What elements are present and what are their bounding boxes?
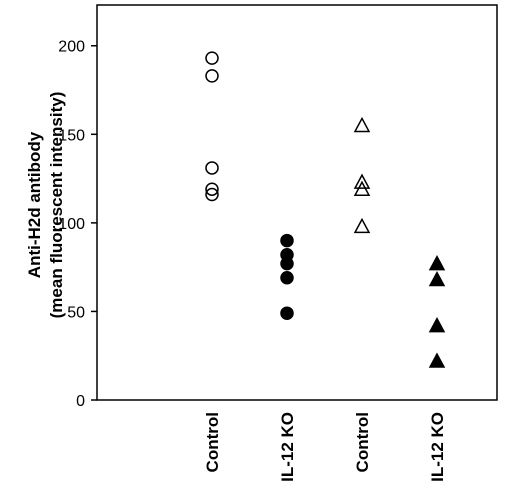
data-point: [428, 352, 446, 368]
data-point: [428, 270, 446, 287]
y-tick-label: 0: [76, 393, 85, 410]
data-point: [280, 256, 294, 271]
data-point: [280, 271, 294, 285]
x-tick-label: Control: [203, 412, 222, 472]
data-point: [205, 187, 219, 202]
data-point: [353, 116, 371, 133]
x-tick-label: IL-12 KO: [428, 412, 447, 482]
x-tick-label: Control: [353, 412, 372, 472]
data-point: [428, 255, 446, 271]
data-point: [353, 173, 371, 189]
y-tick-label: 200: [58, 39, 85, 56]
y-axis-label: Anti-H2d antibody: [25, 131, 44, 278]
data-point: [428, 317, 446, 333]
data-point: [205, 182, 219, 196]
y-tick-label: 50: [67, 304, 85, 321]
x-tick-label: IL-12 KO: [278, 412, 297, 482]
y-axis-label: (mean fluorescent intensity): [47, 92, 66, 319]
data-point: [205, 69, 219, 83]
data-point: [353, 217, 371, 234]
y-tick-label: 100: [58, 216, 85, 233]
data-point: [280, 306, 294, 320]
data-point: [353, 180, 371, 196]
plot-frame: [96, 4, 498, 401]
data-point: [205, 161, 219, 175]
data-point: [205, 51, 219, 65]
data-point: [280, 233, 294, 248]
y-tick-label: 150: [58, 127, 85, 144]
